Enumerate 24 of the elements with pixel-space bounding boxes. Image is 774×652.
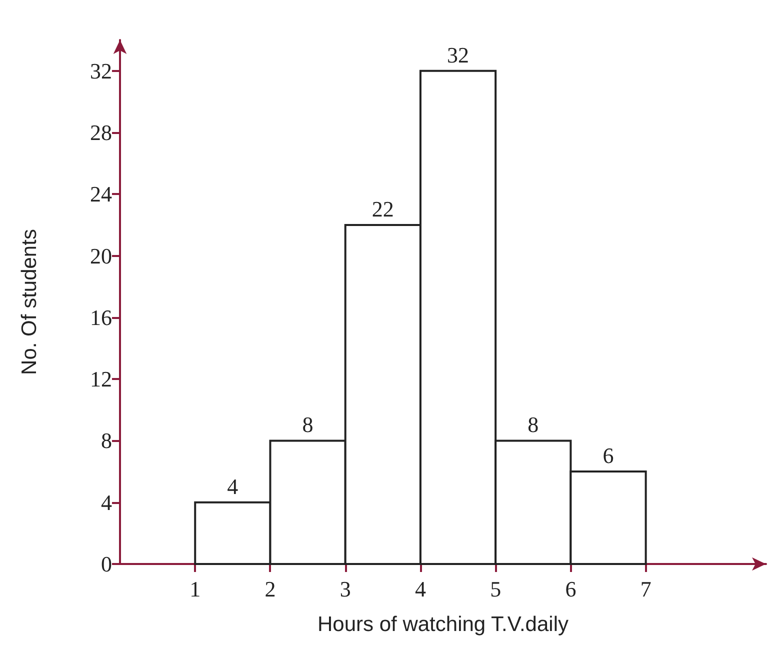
y-tick-label: 32 [90, 58, 112, 84]
y-tick-label: 24 [90, 182, 112, 207]
data-label: 4 [227, 474, 238, 499]
y-tick-label: 4 [101, 490, 112, 515]
x-tick-label: 4 [414, 576, 426, 602]
y-tick-label: 16 [90, 304, 112, 330]
data-label: 22 [372, 196, 394, 222]
x-tick-label: 6 [565, 576, 576, 602]
x-tick-label: 3 [340, 576, 351, 602]
data-label: 8 [528, 412, 539, 438]
y-tick-label: 20 [90, 243, 112, 268]
x-tick-label: 1 [190, 576, 201, 602]
y-axis-title: No. Of students [18, 229, 41, 375]
x-tick-label: 7 [640, 576, 652, 602]
x-tick-label: 2 [264, 576, 276, 602]
y-tick-label: 0 [101, 552, 112, 576]
y-tick-label: 8 [101, 428, 112, 454]
data-label: 32 [447, 42, 470, 68]
data-label: 6 [602, 443, 614, 468]
data-label: 8 [302, 412, 314, 438]
y-tick-label: 12 [90, 366, 112, 392]
x-tick-label: 5 [490, 576, 502, 602]
y-tick-label: 28 [90, 120, 112, 145]
x-axis-title: Hours of watching T.V.daily [318, 613, 569, 636]
